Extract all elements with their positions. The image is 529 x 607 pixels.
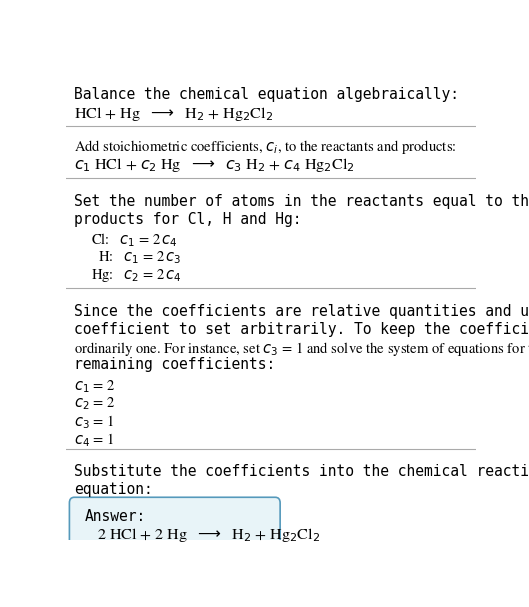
Text: Answer:: Answer: bbox=[85, 509, 146, 524]
Text: coefficient to set arbitrarily. To keep the coefficients small, the arbitrary va: coefficient to set arbitrarily. To keep … bbox=[74, 322, 529, 337]
Text: 2 HCl + 2 Hg  $\longrightarrow$  H$_2$ + Hg$_2$Cl$_2$: 2 HCl + 2 Hg $\longrightarrow$ H$_2$ + H… bbox=[97, 526, 320, 544]
Text: H:   $c_1$ = 2$\,c_3$: H: $c_1$ = 2$\,c_3$ bbox=[91, 249, 181, 266]
Text: Set the number of atoms in the reactants equal to the number of atoms in the: Set the number of atoms in the reactants… bbox=[74, 194, 529, 209]
FancyBboxPatch shape bbox=[69, 497, 280, 558]
Text: $c_4$ = 1: $c_4$ = 1 bbox=[74, 431, 114, 449]
Text: equation:: equation: bbox=[74, 481, 153, 497]
Text: Hg:   $c_2$ = 2$\,c_4$: Hg: $c_2$ = 2$\,c_4$ bbox=[91, 267, 181, 284]
Text: $c_2$ = 2: $c_2$ = 2 bbox=[74, 396, 116, 412]
Text: Since the coefficients are relative quantities and underdetermined, choose a: Since the coefficients are relative quan… bbox=[74, 304, 529, 319]
Text: Balance the chemical equation algebraically:: Balance the chemical equation algebraica… bbox=[74, 87, 459, 102]
Text: remaining coefficients:: remaining coefficients: bbox=[74, 358, 276, 372]
Text: $c_3$ = 1: $c_3$ = 1 bbox=[74, 413, 114, 431]
Text: Add stoichiometric coefficients, $c_i$, to the reactants and products:: Add stoichiometric coefficients, $c_i$, … bbox=[74, 138, 457, 156]
Text: HCl + Hg  $\longrightarrow$  H$_2$ + Hg$_2$Cl$_2$: HCl + Hg $\longrightarrow$ H$_2$ + Hg$_2… bbox=[74, 104, 273, 123]
Text: $c_1$ HCl + $c_2$ Hg  $\longrightarrow$  $c_3$ H$_2$ + $c_4$ Hg$_2$Cl$_2$: $c_1$ HCl + $c_2$ Hg $\longrightarrow$ $… bbox=[74, 155, 355, 174]
Text: ordinarily one. For instance, set $c_3$ = 1 and solve the system of equations fo: ordinarily one. For instance, set $c_3$ … bbox=[74, 340, 529, 358]
Text: Substitute the coefficients into the chemical reaction to obtain the balanced: Substitute the coefficients into the che… bbox=[74, 464, 529, 479]
Text: products for Cl, H and Hg:: products for Cl, H and Hg: bbox=[74, 212, 302, 227]
Text: Cl:   $c_1$ = 2$\,c_4$: Cl: $c_1$ = 2$\,c_4$ bbox=[91, 232, 178, 249]
Text: $c_1$ = 2: $c_1$ = 2 bbox=[74, 378, 116, 395]
